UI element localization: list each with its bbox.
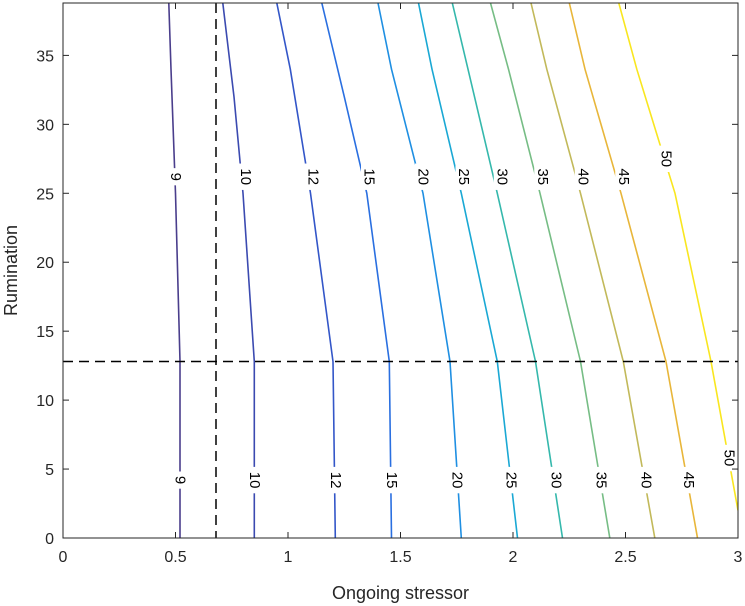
contour-label-upper-12: 12	[304, 168, 321, 185]
contour-label-bg-upper-15	[361, 163, 377, 190]
contour-label-bg-upper-50	[658, 145, 674, 173]
contour-lines	[168, 3, 738, 538]
x-tick-label-2.5: 2.5	[614, 549, 636, 566]
contour-label-upper-35: 35	[534, 168, 551, 185]
contour-label-upper-25: 25	[455, 168, 472, 185]
contour-label-upper-40: 40	[574, 168, 591, 185]
plot-frame	[62, 2, 739, 539]
contour-label-bg-upper-45	[615, 163, 632, 190]
contour-label-bg-lower-12	[327, 466, 344, 494]
contour-label-bg-upper-9	[167, 168, 184, 186]
contour-label-bg-upper-40	[574, 163, 591, 190]
contour-line-45	[568, 3, 699, 538]
contour-line-10	[222, 3, 256, 538]
contour-label-bg-lower-10	[246, 466, 263, 494]
contour-line-30	[451, 3, 564, 538]
contour-label-lower-50: 50	[721, 450, 738, 467]
contour-label-bg-lower-35	[592, 466, 609, 494]
contour-label-bg-lower-50	[721, 444, 737, 472]
x-tick-label-3: 3	[734, 549, 743, 566]
y-tick-label-5: 5	[45, 462, 54, 479]
contour-line-9	[168, 3, 181, 538]
contour-line-35	[489, 3, 611, 538]
contour-line-40	[530, 3, 656, 538]
contour-label-upper-45: 45	[615, 168, 632, 185]
contour-label-bg-lower-25	[502, 466, 519, 494]
y-tick-label-35: 35	[36, 48, 54, 65]
contour-label-bg-lower-9	[172, 471, 188, 489]
y-tick-label-30: 30	[36, 117, 54, 134]
contour-label-bg-lower-15	[383, 466, 400, 494]
x-tick-label-0: 0	[59, 549, 68, 566]
contour-labels: 9 10 12 15 20 25 30 35 40 45 50 9 10 12 15 20 25 30 35 40 45…	[167, 145, 738, 494]
contour-label-upper-20: 20	[415, 168, 432, 185]
contour-label-lower-10: 10	[246, 472, 263, 489]
contour-label-bg-upper-25	[455, 163, 472, 190]
y-tick-label-15: 15	[36, 324, 54, 341]
contour-label-lower-45: 45	[680, 472, 697, 489]
contour-label-lower-40: 40	[637, 472, 654, 489]
y-tick-label-0: 0	[45, 531, 54, 548]
contour-label-bg-lower-40	[637, 466, 654, 494]
x-tick-label-1.5: 1.5	[389, 549, 411, 566]
y-tick-label-20: 20	[36, 255, 54, 272]
contour-label-bg-lower-45	[680, 466, 697, 494]
contour-label-lower-35: 35	[592, 472, 609, 489]
x-axis-ticks: 0 0.5 1 1.5 2 2.5 3	[59, 3, 743, 566]
y-axis-ticks: 0 5 10 15 20 25 30 35	[36, 48, 738, 548]
contour-line-12	[276, 3, 337, 538]
contour-label-lower-25: 25	[502, 472, 519, 489]
contour-label-bg-upper-35	[534, 163, 551, 190]
contour-line-15	[321, 3, 393, 538]
contour-label-bg-lower-20	[448, 466, 465, 494]
x-tick-label-1: 1	[284, 549, 293, 566]
contour-label-upper-15: 15	[361, 168, 378, 185]
contour-label-upper-30: 30	[493, 168, 510, 185]
contour-label-bg-lower-30	[547, 466, 564, 494]
contour-line-50	[618, 3, 738, 511]
contour-label-bg-upper-10	[237, 163, 254, 190]
contour-label-bg-upper-30	[493, 163, 510, 190]
x-tick-label-0.5: 0.5	[164, 549, 186, 566]
contour-label-upper-50: 50	[658, 150, 675, 167]
contour-line-20	[377, 3, 463, 538]
y-axis-title: Rumination	[1, 225, 21, 316]
contour-label-upper-10: 10	[237, 168, 254, 185]
contour-label-bg-upper-20	[415, 163, 431, 190]
contour-label-lower-20: 20	[448, 472, 465, 489]
contour-label-lower-15: 15	[383, 472, 400, 489]
contour-label-lower-9: 9	[172, 476, 189, 484]
contour-label-lower-12: 12	[327, 472, 344, 489]
contour-label-bg-upper-12	[304, 163, 321, 190]
contour-line-25	[417, 3, 519, 538]
x-axis-title: Ongoing stressor	[332, 583, 469, 603]
reference-lines	[63, 3, 738, 538]
contour-label-upper-9: 9	[167, 173, 184, 181]
contour-label-lower-30: 30	[547, 472, 564, 489]
y-tick-label-10: 10	[36, 393, 54, 410]
y-tick-label-25: 25	[36, 186, 54, 203]
x-tick-label-2: 2	[509, 549, 518, 566]
